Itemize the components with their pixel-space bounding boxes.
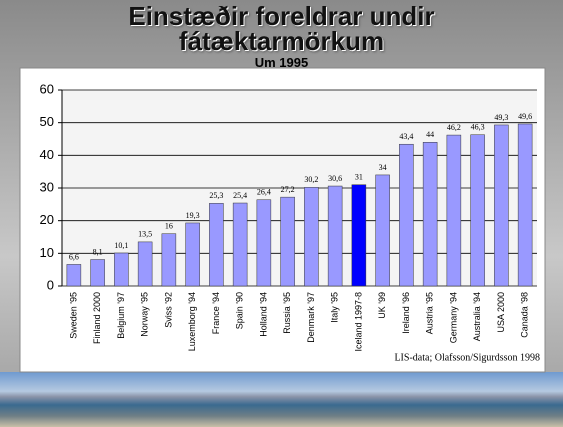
chart-title: Einstæðir foreldrar undir fátæktarmörkum	[90, 4, 473, 54]
x-tick-label: Spain '90	[235, 292, 245, 329]
value-label: 31	[355, 173, 363, 182]
value-label: 49,6	[518, 112, 532, 121]
y-tick-label: 10	[40, 245, 54, 260]
x-tick-label: UK '99	[377, 292, 387, 319]
x-tick-label: USA 2000	[496, 292, 506, 333]
bar	[447, 135, 461, 286]
source-note: LIS-data; Olafsson/Sigurdsson 1998	[394, 352, 540, 363]
value-label: 44	[426, 130, 434, 139]
bar	[471, 135, 485, 286]
value-label: 30,6	[328, 174, 342, 183]
value-label: 46,3	[471, 123, 485, 132]
value-label: 43,4	[399, 132, 413, 141]
x-tick-label: Norway '95	[140, 292, 150, 337]
y-tick-label: 30	[40, 179, 54, 194]
bar	[376, 175, 390, 286]
x-tick-label: Canada '98	[520, 292, 530, 338]
x-tick-label: Sviss '92	[163, 292, 173, 328]
value-label: 26,4	[257, 188, 271, 197]
bar	[67, 264, 81, 286]
value-label: 30,2	[304, 175, 318, 184]
value-label: 19,3	[186, 211, 200, 220]
y-tick-label: 20	[40, 212, 54, 227]
bar	[518, 124, 532, 286]
value-label: 10,1	[114, 241, 128, 250]
bar	[233, 203, 247, 286]
x-tick-label: Sweden '95	[68, 292, 78, 339]
x-tick-label: Holland '94	[258, 292, 268, 337]
value-label: 13,5	[138, 230, 152, 239]
y-tick-label: 40	[40, 147, 54, 162]
x-tick-label: Finland 2000	[92, 292, 102, 344]
bar	[257, 200, 271, 286]
bar	[209, 203, 223, 286]
bar	[91, 260, 105, 286]
value-label: 6,6	[69, 252, 79, 261]
slide: LIS-data; Olafsson/Sigurdsson 1998 0 10 20…	[0, 0, 563, 427]
x-tick-label: Russia '95	[282, 292, 292, 334]
value-label: 25,4	[233, 191, 247, 200]
value-label: 16	[165, 222, 173, 231]
bar	[328, 186, 342, 286]
x-tick-label: Iceland 1997-8	[353, 292, 363, 352]
bar	[494, 125, 508, 286]
x-tick-label: Luxemborg '94	[187, 292, 197, 351]
bar	[186, 223, 200, 286]
x-tick-label: Denmark '97	[306, 292, 316, 343]
bar	[162, 234, 176, 286]
bar	[423, 142, 437, 286]
y-tick-label: 50	[40, 114, 54, 129]
x-tick-label: France '94	[211, 292, 221, 334]
bar	[304, 187, 318, 286]
y-tick-label: 60	[40, 81, 54, 96]
x-tick-label: Austria '95	[425, 292, 435, 334]
bar	[114, 253, 128, 286]
x-tick-label: Ireland '96	[401, 292, 411, 334]
bar	[352, 185, 366, 286]
y-tick-label: 0	[47, 277, 54, 292]
value-label: 27,2	[281, 185, 295, 194]
value-label: 25,3	[209, 191, 223, 200]
chart-subtitle: Um 1995	[0, 55, 563, 70]
x-tick-label: Germany '94	[448, 292, 458, 343]
x-tick-label: Italy '95	[330, 292, 340, 323]
value-label: 8,1	[93, 247, 103, 256]
bar	[138, 242, 152, 286]
bar	[399, 144, 413, 286]
value-label: 49,3	[494, 113, 508, 122]
value-label: 46,2	[447, 123, 461, 132]
value-label: 34	[379, 163, 387, 172]
x-tick-label: Australia '94	[472, 292, 482, 341]
x-tick-label: Belgium '97	[116, 292, 126, 339]
bar	[281, 197, 295, 286]
